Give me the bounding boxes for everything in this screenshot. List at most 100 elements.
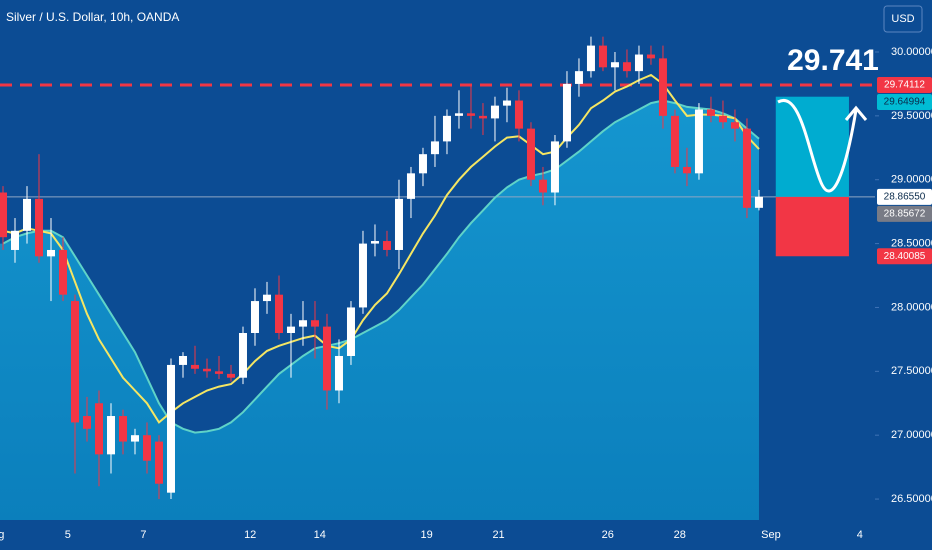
candle-body <box>214 371 223 374</box>
price-label-bg <box>877 188 932 205</box>
x-tick-label: 5 <box>65 529 71 541</box>
candle-body <box>46 249 55 257</box>
candle-body <box>286 326 295 333</box>
candle-body <box>490 105 499 119</box>
candle-body <box>106 416 115 455</box>
candle-body <box>226 373 235 378</box>
x-tick-label: 14 <box>314 529 326 541</box>
candle-body <box>622 62 631 72</box>
y-tick-label: 28.00000 <box>891 301 932 313</box>
price-label: 28.86550 <box>884 192 926 203</box>
candle-body <box>646 54 655 59</box>
candle-body <box>178 355 187 365</box>
stop-zone <box>775 196 849 257</box>
candle-body <box>754 196 763 208</box>
y-tick-label: 30.00000 <box>891 46 932 58</box>
candle-body <box>586 45 595 72</box>
price-label-bg <box>877 94 932 111</box>
candle-body <box>658 58 667 116</box>
x-tick-label: 26 <box>602 529 614 541</box>
candle-body <box>250 301 259 333</box>
candle-body <box>418 154 427 174</box>
price-label: 29.64994 <box>884 97 926 108</box>
candle-body <box>502 100 511 106</box>
candle-body <box>298 320 307 327</box>
candle-body <box>130 435 139 442</box>
candle-body <box>562 83 571 142</box>
candle-body <box>118 416 127 442</box>
candle-body <box>238 332 247 378</box>
ma-line <box>2 99 760 434</box>
price-label: 28.85672 <box>884 209 926 220</box>
x-tick-label: 19 <box>420 529 432 541</box>
candle-body <box>274 294 283 333</box>
candle-body <box>718 115 727 123</box>
candle-body <box>406 173 415 199</box>
y-tick-label: 27.00000 <box>891 429 932 441</box>
candle-body <box>550 141 559 193</box>
candle-body <box>526 128 535 180</box>
chart-title: Silver / U.S. Dollar, 10h, OANDA <box>6 10 179 24</box>
candle-body <box>322 326 331 391</box>
candle-body <box>730 122 739 129</box>
wave-arrow <box>777 98 868 193</box>
candle-body <box>682 166 691 174</box>
candle-body <box>610 62 619 68</box>
currency-button[interactable] <box>883 5 923 33</box>
x-tick-label: 28 <box>674 529 686 541</box>
candle-body <box>10 230 19 250</box>
candle-body <box>382 241 391 250</box>
candle-body <box>142 435 151 461</box>
plot-area <box>0 36 875 520</box>
candle-body <box>34 198 43 257</box>
candle-body <box>430 141 439 155</box>
projection-label: 29.741 <box>787 44 879 77</box>
candle-body <box>514 100 523 129</box>
target-zone <box>775 96 849 197</box>
x-tick-label: 21 <box>492 529 504 541</box>
x-tick-label: 4 <box>857 529 863 541</box>
price-label-bg <box>877 205 932 222</box>
candle-body <box>346 307 355 356</box>
price-label-bg <box>877 248 932 265</box>
candle-body <box>202 368 211 372</box>
ma-line <box>2 73 760 424</box>
candle-body <box>598 45 607 68</box>
candle-body <box>310 320 319 327</box>
candle-body <box>262 294 271 302</box>
candle-body <box>454 113 463 116</box>
candle-body <box>538 179 547 193</box>
candle-body <box>22 198 31 231</box>
candle-body <box>694 109 703 174</box>
candle-body <box>574 71 583 84</box>
candle-body <box>166 364 175 493</box>
overlay: 30.00000 29.50000 29.00000 28.50000 28.00000… <box>0 44 932 541</box>
candle-body <box>442 115 451 142</box>
candle-body <box>82 416 91 429</box>
y-tick-label: 28.50000 <box>891 237 932 249</box>
candle-body <box>394 198 403 250</box>
x-tick-label: Aug <box>0 529 4 541</box>
currency-label[interactable]: USD <box>891 13 914 25</box>
candle-body <box>58 249 67 295</box>
candle-body <box>466 113 475 116</box>
y-tick-label: 29.00000 <box>891 174 932 186</box>
candle-body <box>94 403 103 455</box>
candle-body <box>190 364 199 369</box>
candle-body <box>670 115 679 167</box>
candle-body <box>358 243 367 308</box>
ma-area <box>0 100 759 520</box>
candle-body <box>706 109 715 116</box>
x-tick-label: 12 <box>244 529 256 541</box>
price-label-bg <box>877 77 932 94</box>
candle-body <box>634 54 643 72</box>
candle-body <box>742 128 751 208</box>
price-label: 28.40085 <box>884 251 926 262</box>
price-label: 29.74112 <box>884 80 925 91</box>
candle-body <box>478 115 487 119</box>
x-tick-label: Sep <box>761 529 781 541</box>
candle-body <box>70 301 79 423</box>
y-tick-label: 27.50000 <box>891 365 932 377</box>
y-tick-label: 26.50000 <box>891 493 932 505</box>
